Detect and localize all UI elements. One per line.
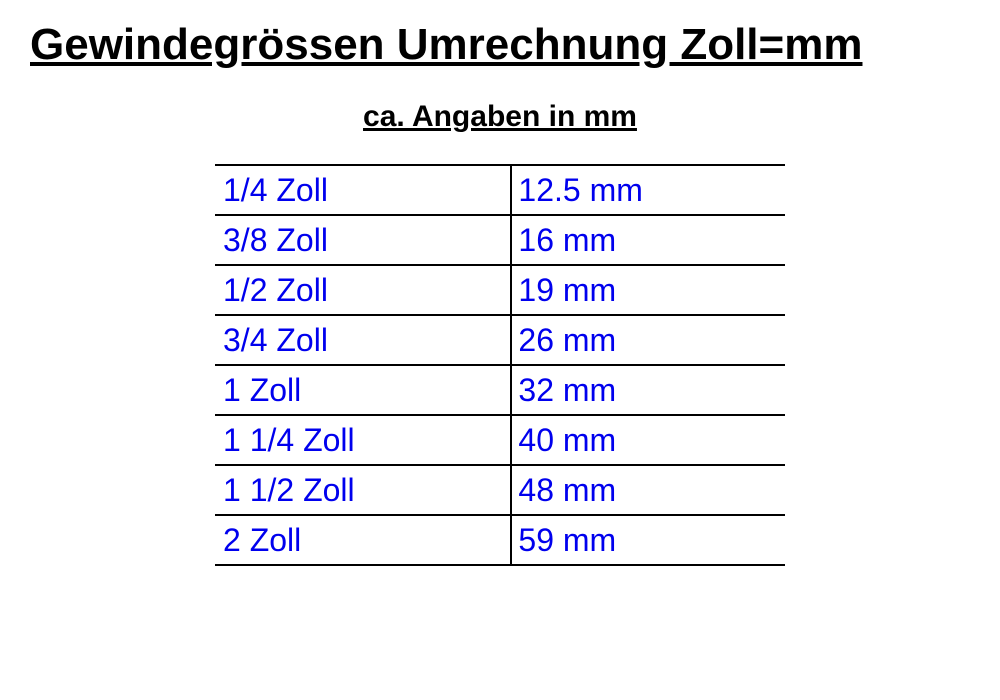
- table-row: 1 1/2 Zoll 48 mm: [215, 465, 785, 515]
- cell-mm: 32 mm: [511, 365, 785, 415]
- cell-mm: 40 mm: [511, 415, 785, 465]
- conversion-table-wrap: 1/4 Zoll 12.5 mm 3/8 Zoll 16 mm 1/2 Zoll…: [215, 164, 785, 566]
- table-row: 1/4 Zoll 12.5 mm: [215, 165, 785, 215]
- table-row: 1 Zoll 32 mm: [215, 365, 785, 415]
- cell-zoll: 1 1/2 Zoll: [215, 465, 511, 515]
- cell-zoll: 2 Zoll: [215, 515, 511, 565]
- conversion-table: 1/4 Zoll 12.5 mm 3/8 Zoll 16 mm 1/2 Zoll…: [215, 164, 785, 566]
- cell-zoll: 3/4 Zoll: [215, 315, 511, 365]
- page-title: Gewindegrössen Umrechnung Zoll=mm: [30, 20, 970, 70]
- cell-mm: 26 mm: [511, 315, 785, 365]
- cell-mm: 16 mm: [511, 215, 785, 265]
- table-row: 3/4 Zoll 26 mm: [215, 315, 785, 365]
- cell-mm: 48 mm: [511, 465, 785, 515]
- cell-zoll: 1/4 Zoll: [215, 165, 511, 215]
- cell-mm: 59 mm: [511, 515, 785, 565]
- table-row: 3/8 Zoll 16 mm: [215, 215, 785, 265]
- table-row: 1/2 Zoll 19 mm: [215, 265, 785, 315]
- table-row: 2 Zoll 59 mm: [215, 515, 785, 565]
- cell-zoll: 1 Zoll: [215, 365, 511, 415]
- cell-mm: 19 mm: [511, 265, 785, 315]
- cell-mm: 12.5 mm: [511, 165, 785, 215]
- cell-zoll: 1 1/4 Zoll: [215, 415, 511, 465]
- cell-zoll: 3/8 Zoll: [215, 215, 511, 265]
- page-subtitle: ca. Angaben in mm: [215, 100, 785, 134]
- table-row: 1 1/4 Zoll 40 mm: [215, 415, 785, 465]
- cell-zoll: 1/2 Zoll: [215, 265, 511, 315]
